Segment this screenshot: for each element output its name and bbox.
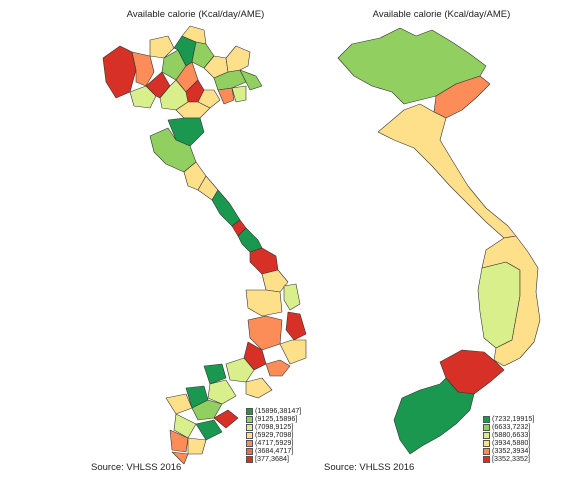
province <box>169 429 189 453</box>
legend-item: (15896,38147] <box>246 407 301 415</box>
legend-label: (6633,7232] <box>492 422 531 431</box>
legend-label: [377,3684] <box>255 454 289 463</box>
legend-label: (7098,9125] <box>255 422 294 431</box>
province <box>249 247 279 275</box>
legend-swatch <box>483 447 490 455</box>
legend-item: (5880,6633] <box>483 431 534 439</box>
province <box>213 409 239 429</box>
legend-label: (3352,3934] <box>492 446 531 455</box>
legend-swatch <box>483 415 490 423</box>
legend-item: (6633,7232] <box>483 423 534 431</box>
legend-label: (3934,5880] <box>492 438 531 447</box>
province <box>245 289 283 317</box>
legend-item: (7098,9125] <box>246 423 301 431</box>
province <box>191 399 223 421</box>
region-north-central-coast <box>377 103 517 239</box>
left-legend: (15896,38147] (9125,15896] (7098,9125] (… <box>246 407 301 463</box>
legend-item: (3684,4717] <box>246 447 301 455</box>
province <box>245 377 273 399</box>
legend-label: (9125,15896] <box>255 414 298 423</box>
province <box>217 87 235 105</box>
province <box>181 25 207 45</box>
province <box>195 419 223 441</box>
legend-swatch <box>483 431 490 439</box>
legend-swatch <box>246 423 253 431</box>
province <box>149 35 175 59</box>
province <box>159 79 189 111</box>
legend-swatch <box>246 415 253 423</box>
province <box>285 311 307 341</box>
region-northern-mountains <box>337 27 487 105</box>
legend-item: (5929,7098] <box>246 431 301 439</box>
province <box>211 189 241 227</box>
legend-item: (4717,5929] <box>246 439 301 447</box>
province <box>225 45 251 73</box>
legend-label: (5880,6633] <box>492 430 531 439</box>
province <box>207 379 237 405</box>
left-map <box>102 25 307 465</box>
legend-item: [3352,3352] <box>483 455 534 463</box>
right-map <box>337 27 541 455</box>
province <box>102 45 137 99</box>
legend-label: (15896,38147] <box>255 406 302 415</box>
province <box>203 363 227 385</box>
legend-item: (3934,5880] <box>483 439 534 447</box>
province <box>279 339 307 365</box>
legend-swatch <box>483 439 490 447</box>
legend-label: (7232,19915] <box>492 414 535 423</box>
legend-swatch <box>246 447 253 455</box>
region-mekong-delta <box>393 377 475 455</box>
province <box>187 437 207 455</box>
legend-swatch <box>246 431 253 439</box>
legend-label: (3684,4717] <box>255 446 294 455</box>
province <box>165 393 193 415</box>
province <box>225 357 255 383</box>
right-source-note: Source: VHLSS 2016 <box>324 462 415 473</box>
legend-item: (9125,15896] <box>246 415 301 423</box>
province <box>239 69 263 91</box>
province <box>265 359 291 377</box>
legend-item: (3352,3934] <box>483 447 534 455</box>
province <box>129 85 157 109</box>
legend-item: (7232,19915] <box>483 415 534 423</box>
legend-swatch <box>246 407 253 415</box>
legend-label: (5929,7098] <box>255 430 294 439</box>
province <box>171 451 189 465</box>
left-source-note: Source: VHLSS 2016 <box>91 462 182 473</box>
province <box>243 341 267 371</box>
legend-label: [3352,3352] <box>492 454 530 463</box>
left-map-title: Available calorie (Kcal/day/AME) <box>126 9 265 20</box>
right-legend: (7232,19915] (6633,7232] (5880,6633] (39… <box>483 415 534 463</box>
legend-label: (4717,5929] <box>255 438 294 447</box>
legend-swatch <box>483 455 490 463</box>
legend-item: [377,3684] <box>246 455 301 463</box>
legend-swatch <box>246 455 253 463</box>
legend-swatch <box>246 439 253 447</box>
province <box>231 85 247 103</box>
right-map-title: Available calorie (Kcal/day/AME) <box>372 9 511 20</box>
legend-swatch <box>483 423 490 431</box>
province <box>283 283 301 311</box>
